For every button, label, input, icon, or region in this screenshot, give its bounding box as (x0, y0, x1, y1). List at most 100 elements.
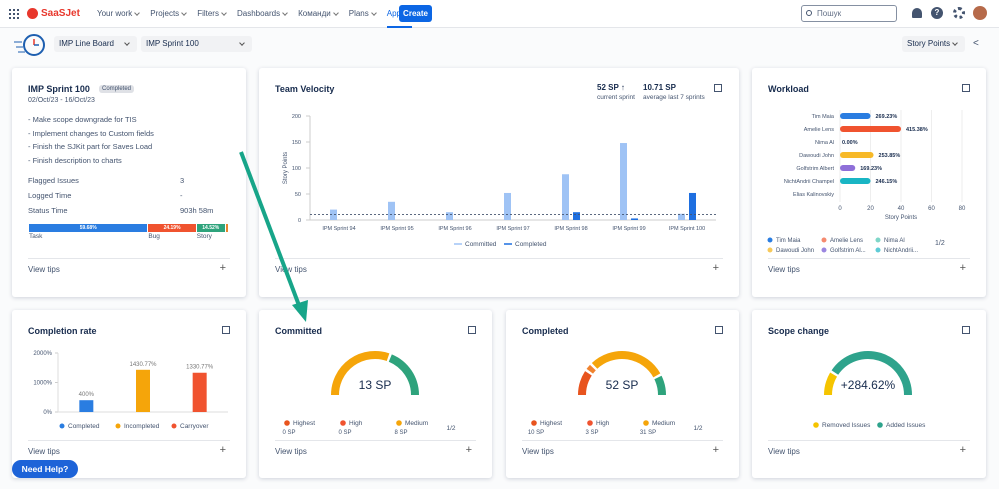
gauge-segment (824, 372, 838, 396)
gauge-center: +284.62% (841, 378, 896, 392)
top-nav: SaaSJet Your work Projects Filters Dashboar… (0, 0, 999, 28)
legend-value: 0 SP (338, 430, 351, 436)
view-tips[interactable]: View tips + (28, 258, 230, 278)
breakdown-segment (225, 224, 228, 232)
legend-swatch (813, 422, 819, 428)
logo[interactable]: SaaSJet (41, 8, 80, 19)
menu: Your work Projects Filters Dashboards Команд… (97, 0, 412, 28)
gauge-segment (388, 354, 419, 396)
legend-label: Incompleted (124, 423, 160, 430)
legend-page[interactable]: 1/2 (935, 240, 945, 247)
expand-icon[interactable] (962, 326, 970, 334)
velocity-chart: 0 50 100 150 200 Story Points IPM Sprint 94 IPM… (283, 114, 716, 248)
search-box[interactable]: Пошук (801, 5, 897, 22)
search-icon (806, 10, 812, 16)
logo-icon (27, 8, 38, 19)
sprint-select[interactable]: IMP Sprint 100 (141, 36, 252, 52)
scope-gauge: +284.62% Removed Issues Added Issues (813, 351, 926, 429)
bar (840, 113, 871, 119)
view-tips[interactable]: View tips + (768, 440, 970, 460)
legend-swatch (767, 237, 773, 243)
legend-label: Medium (405, 420, 428, 427)
view-tips[interactable]: View tips + (28, 440, 230, 460)
workload-card: 0 20 40 60 80 Story Points Tim Maia 269.23% Amel… (752, 68, 986, 297)
avatar[interactable] (973, 6, 987, 20)
segment-category: Story (196, 233, 212, 240)
legend-swatch (821, 247, 827, 253)
bar (562, 174, 569, 220)
share-icon[interactable]: < (973, 38, 979, 49)
bar (689, 192, 696, 220)
segment-label: 14.52% (202, 225, 220, 231)
gauge-segment (591, 351, 661, 378)
view-tips[interactable]: View tips + (275, 258, 723, 278)
value-label: 1430.77% (129, 362, 157, 368)
x-tick-label: IPM Sprint 100 (669, 226, 705, 232)
y-tick-label: 1000% (33, 381, 52, 387)
stat-value: - (180, 191, 183, 200)
gauge-segment (331, 351, 390, 396)
legend-swatch (821, 237, 827, 243)
category-label: Dawoudi John (799, 153, 834, 159)
legend-label: Dawoudi John (776, 248, 814, 254)
menu-item[interactable]: Filters (197, 0, 226, 28)
load-label: 269.23% (876, 114, 898, 120)
help-button[interactable]: Need Help? (12, 460, 78, 478)
view-tips-label: View tips (768, 265, 800, 274)
help-icon[interactable]: ? (931, 7, 943, 19)
card-title: Committed (275, 326, 322, 336)
menu-item[interactable]: Projects (150, 0, 186, 28)
expand-icon[interactable] (962, 84, 970, 92)
legend-value: 31 SP (640, 430, 656, 436)
completion-chart: 0% 1000% 2000% 400% Completed 1430.77% Incompl… (33, 351, 228, 430)
card-title: Completed (522, 326, 569, 336)
expand-icon[interactable] (714, 84, 722, 92)
legend-label: Added Issues (886, 422, 926, 429)
expand-icon[interactable] (715, 326, 723, 334)
expand-icon[interactable] (222, 326, 230, 334)
app-switcher[interactable] (9, 9, 19, 19)
breakdown-segment: 14.52% (196, 224, 225, 232)
view-tips[interactable]: View tips + (275, 440, 476, 460)
board-select[interactable]: IMP Line Board (54, 36, 137, 52)
menu-item[interactable]: Your work (97, 0, 139, 28)
view-tips[interactable]: View tips + (522, 440, 723, 460)
stat-label: Status Time (28, 206, 68, 215)
legend-swatch (767, 247, 773, 253)
y-tick-label: 100 (292, 166, 301, 172)
bar (504, 192, 511, 220)
load-label: 253.85% (879, 153, 901, 159)
gauge-center: 52 SP (606, 378, 639, 392)
view-tips-label: View tips (275, 265, 307, 274)
category-label: NichtAndrii Champel (784, 179, 834, 185)
settings-icon[interactable] (953, 7, 965, 19)
view-tips[interactable]: View tips + (768, 258, 970, 278)
completion-card: 0% 1000% 2000% 400% Completed 1430.77% Incompl… (12, 310, 246, 478)
sprint-dates: 02/Oct/23 - 16/Oct/23 (28, 97, 95, 104)
legend-label: Nima Al (884, 238, 905, 244)
legend-page: 1/2 (693, 425, 702, 432)
value-label: 400% (79, 392, 95, 398)
menu-item[interactable]: Apps (386, 0, 412, 28)
value-label: 1330.77% (186, 365, 214, 371)
legend-swatch (340, 420, 346, 426)
legend-swatch (531, 420, 537, 426)
goal-item: - Finish description to charts (28, 156, 122, 166)
load-label: 0.00% (842, 140, 858, 146)
view-tips-label: View tips (275, 447, 307, 456)
menu-item[interactable]: Plans (349, 0, 376, 28)
legend-label: Completed (515, 241, 547, 248)
stat-value: 3 (180, 176, 185, 185)
legend-label: Medium (652, 420, 675, 427)
menu-item[interactable]: Dashboards (237, 0, 287, 28)
notifications-icon[interactable] (912, 8, 922, 18)
menu-item[interactable]: Команди (298, 0, 338, 28)
bar (446, 212, 453, 220)
expand-icon[interactable] (468, 326, 476, 334)
legend-value: 0 SP (282, 430, 295, 436)
bar (388, 201, 395, 220)
measure-select[interactable]: Story Points (902, 36, 965, 52)
legend-swatch (875, 247, 881, 253)
create-button[interactable]: Create (399, 5, 432, 22)
